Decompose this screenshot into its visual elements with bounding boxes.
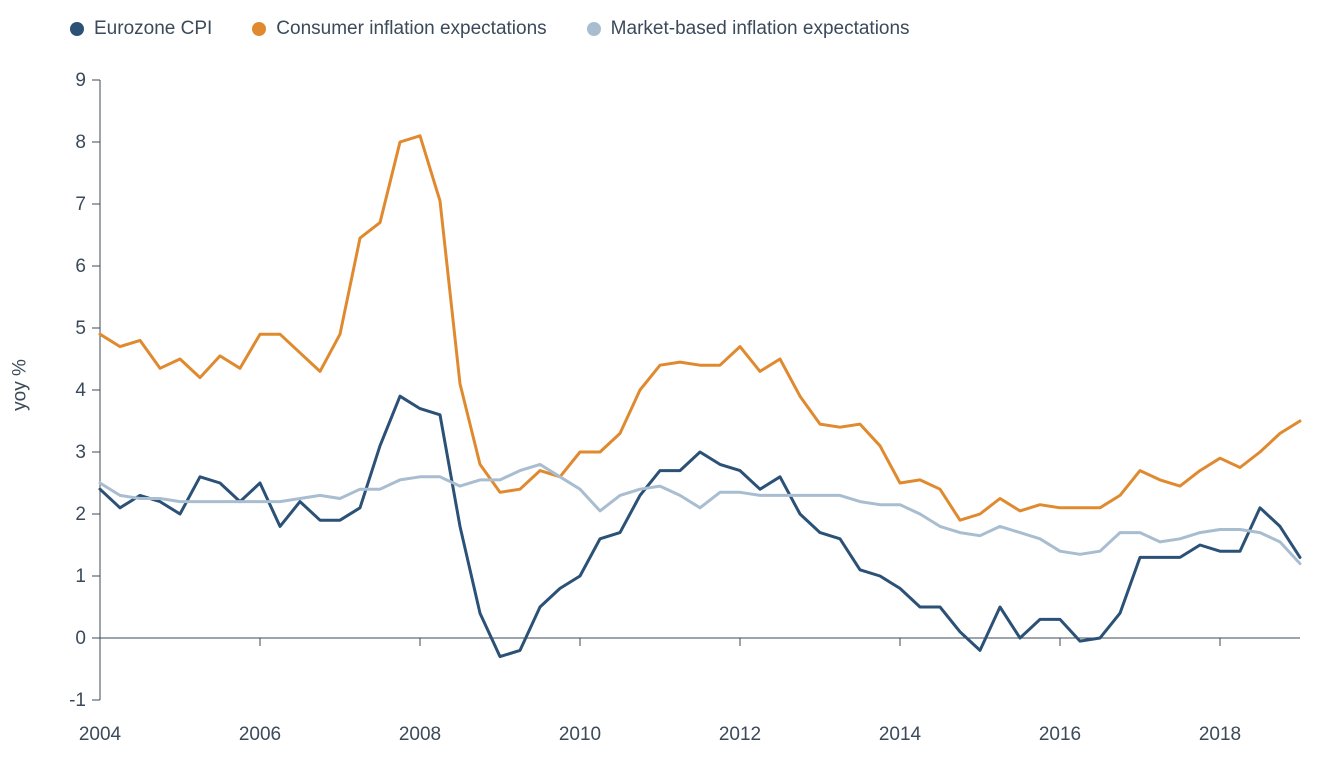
svg-text:1: 1 <box>75 566 86 587</box>
svg-text:2018: 2018 <box>1199 724 1241 745</box>
svg-text:7: 7 <box>75 194 86 215</box>
line-chart: -1 0 1 2 3 4 5 6 7 8 9 2004 2006 2008 2010 2012 2014 2016… <box>0 0 1339 769</box>
legend: Eurozone CPI Consumer inflation expectat… <box>70 18 910 40</box>
svg-text:0: 0 <box>75 628 86 649</box>
svg-text:6: 6 <box>75 256 86 277</box>
svg-text:3: 3 <box>75 442 86 463</box>
legend-item-2: Market-based inflation expectations <box>587 18 910 40</box>
svg-text:-1: -1 <box>69 690 86 711</box>
legend-dot-icon <box>252 22 266 36</box>
svg-text:5: 5 <box>75 318 86 339</box>
legend-label: Consumer inflation expectations <box>276 18 546 40</box>
svg-text:2016: 2016 <box>1039 724 1081 745</box>
legend-label: Eurozone CPI <box>94 18 212 40</box>
svg-text:2010: 2010 <box>559 724 601 745</box>
svg-text:9: 9 <box>75 70 86 91</box>
svg-text:2014: 2014 <box>879 724 922 745</box>
svg-text:8: 8 <box>75 132 86 153</box>
legend-dot-icon <box>70 22 84 36</box>
svg-text:2006: 2006 <box>239 724 281 745</box>
svg-text:2: 2 <box>75 504 86 525</box>
svg-text:4: 4 <box>75 380 86 401</box>
svg-text:2004: 2004 <box>79 724 122 745</box>
svg-text:2008: 2008 <box>399 724 441 745</box>
legend-dot-icon <box>587 22 601 36</box>
legend-item-0: Eurozone CPI <box>70 18 212 40</box>
chart-container: Eurozone CPI Consumer inflation expectat… <box>0 0 1339 769</box>
legend-item-1: Consumer inflation expectations <box>252 18 546 40</box>
y-axis-label: yoy % <box>9 359 31 411</box>
svg-text:2012: 2012 <box>719 724 761 745</box>
legend-label: Market-based inflation expectations <box>611 18 910 40</box>
